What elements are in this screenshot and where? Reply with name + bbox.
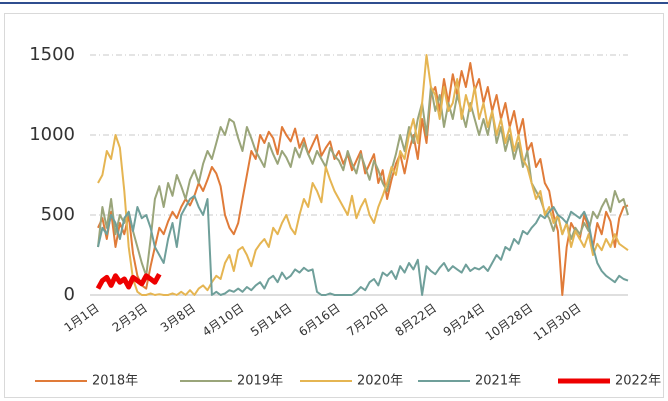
- legend-label: 2018年: [92, 374, 138, 389]
- x-tick-label: 2月3日: [110, 301, 150, 335]
- series-line: [97, 54, 629, 296]
- x-tick-label: 9月24日: [441, 301, 487, 339]
- legend-label: 2022年: [615, 374, 661, 389]
- y-tick-label: 0: [64, 284, 75, 305]
- x-tick-label: 8月22日: [393, 301, 439, 339]
- y-tick-label: 500: [41, 204, 75, 225]
- y-tick-label: 1500: [29, 44, 75, 65]
- legend-label: 2019年: [237, 374, 283, 389]
- legend-label: 2021年: [475, 374, 521, 389]
- x-tick-label: 6月16日: [296, 301, 342, 339]
- x-tick-label: 5月14日: [248, 301, 294, 339]
- x-tick-label: 1月1日: [62, 301, 102, 335]
- x-tick-label: 4月10日: [200, 301, 246, 339]
- y-tick-label: 1000: [29, 124, 75, 145]
- x-tick-label: 10月28日: [483, 301, 536, 344]
- series-line: [95, 272, 162, 290]
- x-tick-label: 3月8日: [158, 301, 198, 335]
- legend-label: 2020年: [357, 374, 403, 389]
- x-tick-label: 11月30日: [531, 301, 584, 344]
- x-tick-label: 7月20日: [344, 301, 390, 339]
- series-line: [97, 86, 629, 277]
- chart-frame: [4, 13, 664, 398]
- series-line: [97, 194, 629, 296]
